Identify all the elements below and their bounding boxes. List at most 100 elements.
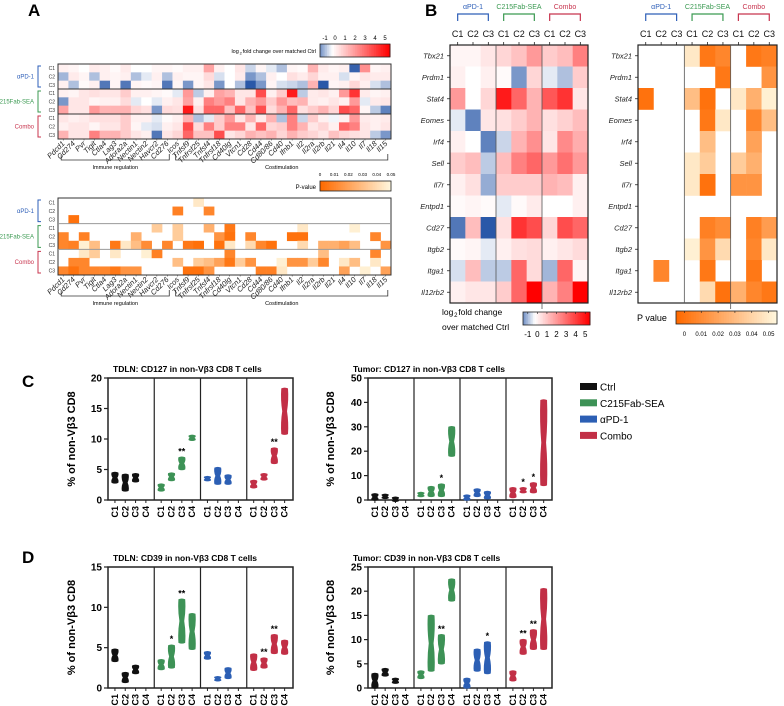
heatmap-cell [480, 217, 497, 239]
colorbar-segment [681, 311, 685, 324]
heatmap-cell [276, 122, 288, 131]
heatmap-cell [276, 257, 288, 267]
colorbar-segment [759, 311, 763, 324]
heatmap-cell [234, 257, 246, 267]
heatmap-cell [465, 174, 481, 196]
colorbar-tick: 4 [573, 330, 578, 339]
violin-ctrl [121, 473, 129, 492]
x-tick-label: C2 [380, 506, 390, 518]
colorbar-segment [771, 311, 775, 324]
x-tick-label: C2 [426, 694, 436, 706]
heatmap-cell [151, 97, 163, 106]
heatmap-cell [110, 249, 121, 259]
heatmap-cell [214, 105, 225, 115]
heatmap-cell [224, 97, 236, 106]
violin-ctrl [131, 473, 140, 483]
heatmap-cell [68, 105, 80, 115]
y-tick-label: 10 [351, 635, 363, 646]
heatmap-cell [761, 281, 778, 304]
gene-label: Stat4 [426, 94, 444, 103]
colorbar-segment [678, 311, 682, 324]
colorbar-segment [371, 181, 374, 191]
colorbar-segment [377, 44, 380, 57]
heatmap-cell [286, 89, 298, 98]
heatmap-cell [349, 122, 361, 131]
heatmap-cell [286, 114, 298, 123]
heatmap-cell [141, 122, 152, 131]
heatmap-cell [58, 122, 69, 131]
heatmap-cell [328, 105, 340, 115]
heatmap-cell [234, 80, 246, 90]
heatmap-cell [359, 97, 371, 106]
x-tick-label: C1 [156, 506, 166, 518]
heatmap-cell [172, 80, 184, 90]
heatmap-cell [338, 64, 350, 73]
gene-label: Sell [431, 159, 444, 168]
x-tick-label: C1 [110, 506, 120, 518]
heatmap-cell [328, 80, 340, 90]
heatmap-cell [380, 72, 392, 81]
heatmap-cell [307, 64, 319, 73]
heatmap-cell [255, 89, 267, 98]
violin-combo [529, 482, 538, 494]
heatmap-cell [182, 72, 194, 81]
heatmap-cell [480, 66, 497, 89]
heatmap-cell [572, 66, 589, 89]
violin-c215fabsea [448, 426, 456, 457]
heatmap-cell [58, 97, 69, 106]
colorbar-segment [330, 181, 333, 191]
x-tick-label: C3 [482, 694, 492, 706]
heatmap-cell [761, 238, 778, 261]
heatmap-cell [496, 260, 512, 282]
heatmap-cell [276, 80, 288, 90]
colorbar-segment [734, 311, 738, 324]
heatmap-cell [572, 131, 589, 153]
heatmap-cell [172, 223, 184, 233]
violin-combo [509, 670, 517, 682]
heatmap-cell [380, 105, 392, 115]
heatmap-cell [380, 89, 392, 98]
x-tick-label: C3 [436, 694, 446, 706]
heatmap-cell [526, 88, 543, 110]
heatmap-cell [234, 122, 246, 131]
heatmap-cell [151, 249, 163, 259]
heatmap-cell [203, 206, 215, 216]
heatmap-cell [193, 97, 204, 106]
heatmap-cell [297, 89, 309, 98]
violin-pd1 [463, 494, 471, 501]
panel-label-d: D [22, 548, 34, 567]
heatmap-cell [557, 217, 573, 239]
heatmap-cell [172, 97, 184, 106]
row-label: C1 [49, 252, 56, 258]
heatmap-cell [465, 260, 481, 282]
x-tick-label: C2 [120, 694, 130, 706]
colorbar-segment [379, 44, 382, 57]
x-tick-label: C1 [249, 694, 259, 706]
heatmap-cell [182, 130, 194, 140]
gene-label: Stat4 [614, 94, 632, 103]
y-axis-label: % of non-Vβ3 CD8 [325, 391, 337, 486]
violin-ctrl [131, 664, 140, 675]
colorbar-segment [367, 44, 370, 57]
heatmap-cell [380, 122, 392, 131]
category-bracket [60, 154, 170, 161]
heatmap-cell [297, 232, 309, 242]
heatmap-cell [496, 152, 512, 175]
heatmap-cell [110, 130, 121, 140]
heatmap-cell [172, 64, 184, 73]
violin-ctrl [371, 672, 379, 689]
significance-marker: * [440, 473, 444, 483]
heatmap-cell [328, 97, 340, 106]
heatmap-cell [151, 72, 163, 81]
fold-colorbar [522, 311, 591, 326]
colorbar-segment [584, 312, 588, 325]
violin-combo [281, 387, 289, 435]
heatmap-cell [141, 89, 152, 98]
violin-c215fabsea [167, 644, 176, 669]
violin-pd1 [203, 650, 212, 660]
heatmap-cell [338, 130, 350, 140]
heatmap-cell [526, 281, 543, 304]
heatmap-cell [266, 266, 277, 276]
heatmap-cell [450, 281, 466, 304]
colorbar-segment [385, 181, 388, 191]
